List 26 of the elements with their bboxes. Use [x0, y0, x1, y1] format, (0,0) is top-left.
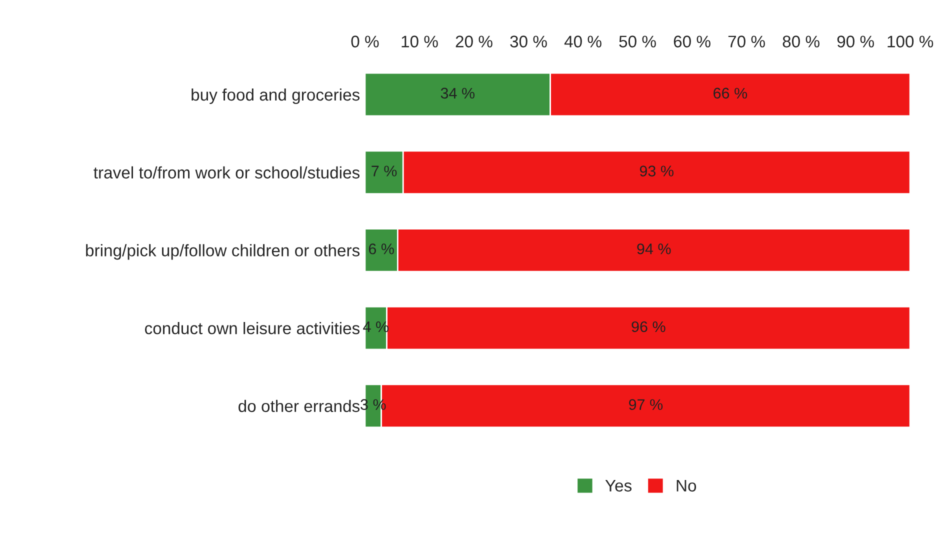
- data-label: 34 %: [440, 88, 475, 99]
- x-tick-label: 70 %: [728, 36, 765, 48]
- x-tick-label: 80 %: [782, 36, 820, 48]
- data-label: 97 %: [629, 399, 663, 410]
- legend-label: No: [676, 480, 696, 492]
- x-tick-label: 100 %: [888, 36, 934, 48]
- y-tick-label: bring/pick up/follow children or others: [86, 244, 360, 260]
- data-label: 93 %: [640, 166, 674, 176]
- x-tick-label: 0 %: [351, 36, 379, 48]
- y-tick-label: do other errands: [238, 400, 360, 412]
- data-label: 6 %: [368, 243, 394, 254]
- data-label: 66 %: [714, 88, 748, 99]
- y-tick-label: conduct own leisure activities: [144, 322, 360, 334]
- x-tick-label: 30 %: [510, 36, 547, 48]
- data-label: 96 %: [632, 321, 666, 332]
- y-tick-label: buy food and groceries: [192, 88, 360, 104]
- x-tick-label: 50 %: [619, 36, 656, 48]
- legend-label: Yes: [605, 480, 632, 492]
- x-tick-label: 60 %: [674, 36, 710, 48]
- x-tick-label: 20 %: [456, 36, 492, 48]
- x-tick-label: 10 %: [402, 36, 438, 48]
- x-tick-label: 90 %: [837, 36, 874, 48]
- y-tick-label: travel to/from work or school/studies: [94, 166, 360, 179]
- data-label: 7 %: [372, 166, 397, 176]
- data-label: 94 %: [637, 243, 671, 254]
- x-tick-label: 40 %: [564, 36, 602, 48]
